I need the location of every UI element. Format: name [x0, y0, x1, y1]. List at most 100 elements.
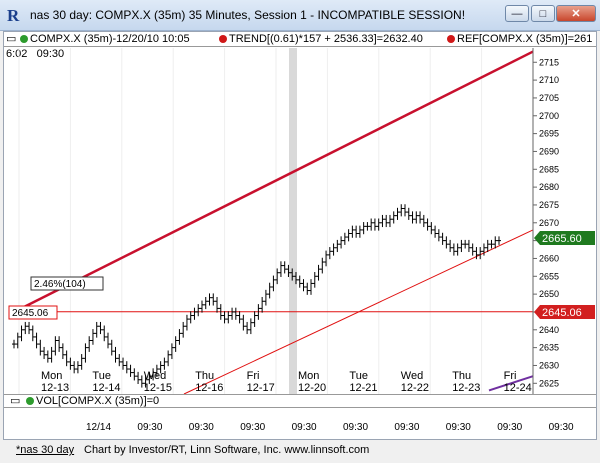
- price-bar: [384, 214, 389, 228]
- price-bar: [335, 239, 340, 253]
- legend-ref[interactable]: REF[COMPX.X (35m)]=261: [447, 32, 592, 46]
- price-bar: [19, 325, 24, 342]
- price-bar: [184, 314, 189, 331]
- trend-line-upper[interactable]: [13, 50, 534, 314]
- price-bar: [79, 354, 84, 370]
- app-logo-icon: R: [7, 6, 20, 25]
- day-name-label: Mon: [41, 370, 62, 382]
- price-bar: [218, 304, 223, 320]
- collapse-icon[interactable]: ▭: [6, 33, 17, 45]
- time-axis-label: 09:30: [343, 422, 368, 433]
- credit-text: Chart by Investor/RT, Linn Software, Inc…: [84, 444, 370, 456]
- price-bar: [429, 222, 434, 235]
- chart-window: ▭ COMPX.X (35m)-12/20/10 10:05 TREND[(0.…: [3, 31, 597, 440]
- day-date-label: 12-23: [452, 382, 480, 394]
- legend-trend-text: TREND[(0.61)*157 + 2536.33]=2632.40: [229, 33, 423, 45]
- ref-line-value: 2645.06: [12, 308, 49, 319]
- price-bar: [478, 247, 483, 260]
- session-highlight: [289, 48, 297, 394]
- price-bar: [489, 239, 494, 249]
- price-bar: [282, 261, 287, 274]
- legend-symbol[interactable]: COMPX.X (35m)-12/20/10 10:05: [20, 32, 190, 46]
- price-bar: [132, 368, 137, 381]
- price-bar: [226, 311, 231, 324]
- price-bar: [380, 214, 385, 228]
- price-bar: [403, 204, 408, 217]
- day-date-label: 12-20: [298, 382, 326, 394]
- price-bar: [147, 371, 152, 385]
- legend-trend[interactable]: TREND[(0.61)*157 + 2536.33]=2632.40: [219, 32, 423, 46]
- price-bar: [177, 329, 182, 345]
- annotation-text: 2.46%(104): [34, 279, 86, 290]
- price-bar: [87, 336, 92, 352]
- legend-bar: ▭ COMPX.X (35m)-12/20/10 10:05 TREND[(0.…: [4, 32, 596, 47]
- price-bar: [83, 343, 88, 363]
- price-bar: [316, 264, 321, 281]
- y-tick-label: 2695: [539, 129, 559, 139]
- price-bar: [463, 239, 468, 249]
- chart-tab[interactable]: *nas 30 day: [16, 444, 75, 456]
- last-price-value: 2665.60: [542, 233, 582, 245]
- price-bar: [320, 257, 325, 274]
- price-bar: [162, 357, 167, 370]
- collapse-icon[interactable]: ▭: [10, 395, 21, 407]
- price-bar: [497, 236, 501, 245]
- price-bar: [64, 350, 69, 367]
- legend-symbol-text: COMPX.X (35m)-12/20/10 10:05: [30, 33, 190, 45]
- price-bar: [241, 314, 246, 331]
- bottom-time-axis: 12/14 09:30 09:30 09:30 09:30 09:30 09:30 09:30…: [86, 422, 574, 433]
- price-bar: [309, 279, 314, 295]
- price-bar: [425, 218, 430, 231]
- candles: [12, 204, 501, 388]
- day-name-label: Tue: [349, 370, 368, 382]
- price-bar: [94, 321, 99, 338]
- time-axis-label: 09:30: [549, 422, 574, 433]
- volume-legend[interactable]: VOL[COMPX.X (35m)]=0: [26, 395, 159, 407]
- price-bar: [327, 247, 332, 260]
- price-bar: [139, 375, 144, 388]
- price-bar: [342, 232, 347, 245]
- price-bar: [252, 311, 257, 327]
- price-bar: [376, 218, 381, 231]
- maximize-button[interactable]: □: [531, 5, 555, 22]
- price-bar: [30, 325, 35, 342]
- price-bar: [181, 321, 186, 338]
- y-tick-label: 2660: [539, 253, 559, 263]
- price-bar: [267, 282, 272, 299]
- price-bar: [466, 239, 471, 253]
- price-bar: [418, 211, 423, 224]
- x-axis: Mon12-13Tue12-14Wed12-15Thu12-16Fri12-17…: [41, 370, 532, 394]
- time-axis-label: 09:30: [189, 422, 214, 433]
- price-bar: [121, 357, 126, 370]
- y-tick-label: 2675: [539, 200, 559, 210]
- price-bar: [117, 354, 122, 367]
- price-bar: [15, 332, 20, 349]
- price-bar: [192, 307, 197, 320]
- day-name-label: Wed: [401, 370, 423, 382]
- price-bar: [278, 261, 283, 278]
- price-bar: [49, 346, 54, 363]
- price-bar: [275, 268, 280, 285]
- price-bar: [215, 296, 220, 313]
- minimize-button[interactable]: —: [505, 5, 529, 22]
- ref-price-value: 2645.06: [542, 307, 582, 319]
- y-tick-label: 2710: [539, 75, 559, 85]
- annotation-box[interactable]: 2.46%(104): [30, 276, 104, 291]
- price-bar: [248, 318, 253, 335]
- price-bar: [372, 218, 377, 231]
- y-tick-label: 2700: [539, 111, 559, 121]
- price-bar: [75, 361, 80, 374]
- close-button[interactable]: ✕: [556, 5, 596, 22]
- price-bar: [72, 361, 77, 374]
- day-date-label: 12-17: [247, 382, 275, 394]
- price-bar: [38, 339, 43, 356]
- price-bar: [369, 218, 374, 231]
- price-chart[interactable]: 2625263026352640264526502655266026652670…: [4, 32, 596, 437]
- time-right: 09:30: [36, 48, 65, 60]
- price-bar: [451, 243, 456, 256]
- day-date-label: 12-16: [195, 382, 223, 394]
- price-bar: [444, 236, 449, 249]
- price-bar: [143, 375, 148, 388]
- y-tick-label: 2705: [539, 93, 559, 103]
- green-dot-icon: [26, 397, 34, 406]
